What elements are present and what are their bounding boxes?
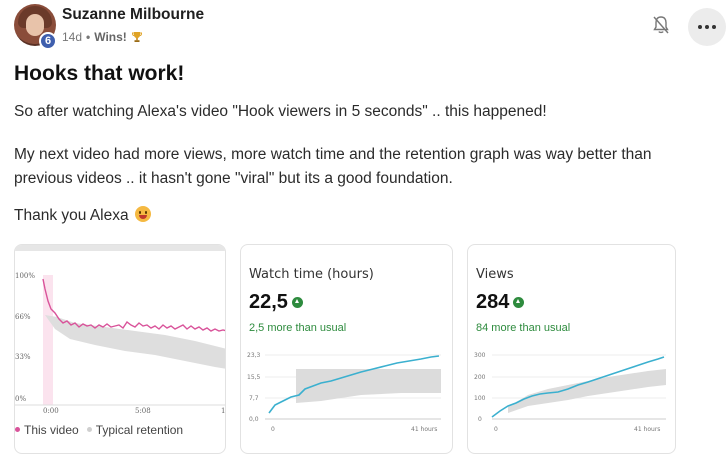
level-badge: 6 [39,32,57,50]
views-comparison: 84 more than usual [476,322,571,334]
typical-range-band [296,369,441,403]
typical-retention-band [45,315,225,369]
this-video-retention-line [42,278,225,332]
watch-time-line [268,355,440,414]
watch-time-y-tick: 0,0 [249,416,259,423]
post-paragraph-3: Thank you Alexa [14,204,714,228]
trophy-icon [131,31,143,43]
grinning-face-icon [134,206,151,222]
watch-time-x-tick: 41 hours [411,426,437,433]
views-line [491,356,665,418]
views-value: 284 [476,291,510,313]
post-paragraph-2: My next video had more views, more watch… [14,146,652,187]
watch-time-y-tick: 23,3 [247,352,261,359]
post-category[interactable]: Wins! [94,30,127,44]
more-options-button[interactable] [688,8,726,46]
watch-time-value: 22,5 [249,291,288,313]
thanks-text: Thank you Alexa [14,207,129,224]
retention-y-tick: 100% [15,272,35,280]
legend-this-video: This video [15,423,79,437]
trend-up-icon [291,297,303,308]
views-x-tick: 0 [494,426,498,433]
retention-card[interactable]: 100% 66% 33% 0% 0:00 5:08 1 This video T… [14,244,226,454]
watch-time-value-row: 22,5 [249,291,303,314]
post-title: Hooks that work! [14,62,185,85]
author-name[interactable]: Suzanne Milbourne [62,6,205,23]
views-y-tick: 0 [478,416,482,423]
retention-x-tick: 0:00 [43,407,59,415]
views-x-tick: 41 hours [634,426,660,433]
post-time: 14d [62,30,83,44]
watch-time-chart: 23,3 15,5 7,7 0,0 0 41 hours [247,352,441,433]
avatar[interactable] [14,4,56,46]
views-card[interactable]: Views 284 84 more than usual 300 200 100… [467,244,676,454]
views-y-tick: 200 [474,374,486,381]
legend-label: This video [24,423,79,437]
retention-y-tick: 0% [15,395,26,403]
watch-time-title: Watch time (hours) [249,267,374,282]
retention-y-tick: 33% [15,353,31,361]
views-y-tick: 300 [474,352,486,359]
legend-label: Typical retention [95,423,184,437]
post-header: 6 Suzanne Milbourne 14d • Wins! [14,4,726,50]
intro-highlight [43,275,53,405]
retention-chart: 100% 66% 33% 0% 0:00 5:08 1 [15,245,225,415]
meta-separator: • [86,30,91,44]
trend-up-icon [513,297,525,308]
legend-swatch [86,427,92,432]
typical-range-band [508,369,666,413]
post-paragraph-1: So after watching Alexa's video "Hook vi… [14,103,547,120]
bell-off-icon[interactable] [648,12,674,38]
legend-swatch [15,427,20,432]
retention-y-tick: 66% [15,313,31,321]
retention-legend: This video Typical retention [15,423,183,437]
watch-time-y-tick: 7,7 [249,395,259,402]
legend-typical-retention: Typical retention [86,423,184,437]
views-y-tick: 100 [474,395,486,402]
views-value-row: 284 [476,291,525,314]
retention-x-tick: 1 [221,407,225,415]
retention-x-tick: 5:08 [135,407,151,415]
watch-time-card[interactable]: Watch time (hours) 22,5 2,5 more than us… [240,244,453,454]
post-meta: 14d • Wins! [62,30,143,44]
views-chart: 300 200 100 0 0 41 hours [474,352,666,433]
more-horizontal-icon [698,25,702,29]
views-title: Views [476,267,514,282]
watch-time-y-tick: 15,5 [247,374,261,381]
watch-time-x-tick: 0 [271,426,275,433]
watch-time-comparison: 2,5 more than usual [249,322,347,334]
video-strip [15,245,225,251]
